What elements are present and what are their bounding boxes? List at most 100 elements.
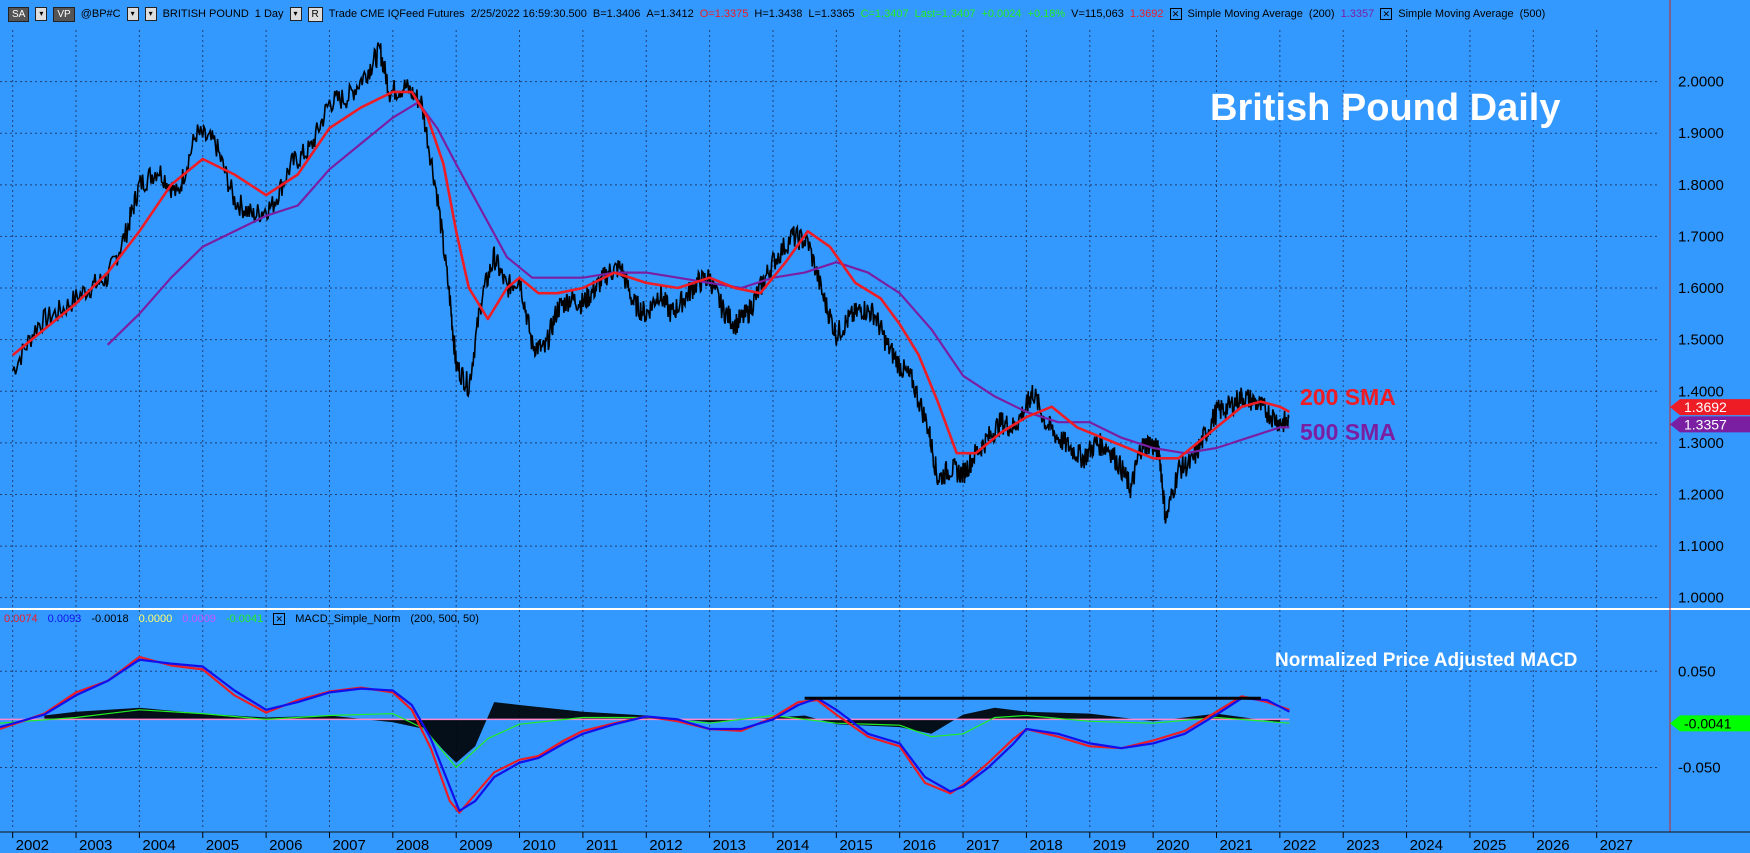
r-button[interactable]: R <box>307 6 323 22</box>
y-tick-label: 1.2000 <box>1678 486 1724 503</box>
x-tick-label: 2021 <box>1219 837 1252 853</box>
symbol-dropdown-icon[interactable]: ▾ <box>126 7 139 21</box>
price-series <box>11 42 1290 524</box>
sa-dropdown-icon[interactable]: ▾ <box>35 7 48 21</box>
x-tick-label: 2019 <box>1093 837 1126 853</box>
open: O=1.3375 <box>699 8 749 20</box>
x-tick-label: 2013 <box>713 837 746 853</box>
x-tick-label: 2024 <box>1410 837 1443 853</box>
ask: A=1.3412 <box>646 8 694 20</box>
low: L=1.3365 <box>808 8 855 20</box>
feed-info: Trade CME IQFeed Futures <box>328 8 465 20</box>
y-tick-label: 1.8000 <box>1678 177 1724 194</box>
chart-toolbar: SA ▾ VP @BP#C ▾ ▾ BRITISH POUND 1 Day ▾ … <box>0 0 1670 28</box>
y-tick-label: 1.4000 <box>1678 383 1724 400</box>
x-tick-label: 2006 <box>269 837 302 853</box>
y-tick-label: 2.0000 <box>1678 74 1724 91</box>
y-axis: 2.0000 1.9000 1.8000 1.7000 1.6000 1.5000 1.40… <box>1678 74 1724 777</box>
y-tick-label: 1.3000 <box>1678 435 1724 452</box>
y-tick-label: 1.1000 <box>1678 538 1724 555</box>
x-tick-label: 2007 <box>332 837 365 853</box>
legend-sma200: 200 SMA <box>1300 384 1396 410</box>
high: H=1.3438 <box>754 8 803 20</box>
x-tick-label: 2008 <box>396 837 429 853</box>
close-sma500-icon[interactable]: ✕ <box>1380 8 1393 20</box>
y-tick-label: 1.6000 <box>1678 280 1724 297</box>
last: Last=1.3407 <box>914 8 976 20</box>
change-pct: +0.18% <box>1027 8 1066 20</box>
marker-sma500-bg <box>1670 416 1750 433</box>
vp-button[interactable]: VP <box>53 6 75 22</box>
gridlines <box>0 0 1750 833</box>
symbol-label[interactable]: @BP#C <box>80 8 121 20</box>
macd-y-tick-label: 0.050 <box>1678 663 1716 680</box>
x-tick-label: 2025 <box>1473 837 1506 853</box>
x-tick-label: 2010 <box>523 837 556 853</box>
sma2-value: 1.3357 <box>1340 8 1375 20</box>
series-layer <box>0 42 1291 814</box>
macd-value-4: 0.0000 <box>138 613 173 625</box>
sa-button[interactable]: SA <box>8 6 30 22</box>
x-tick-label: 2023 <box>1346 837 1379 853</box>
y-tick-label: 1.7000 <box>1678 228 1724 245</box>
x-tick-label: 2022 <box>1283 837 1316 853</box>
macd-params: (200, 500, 50) <box>410 613 479 625</box>
macd-value-3: -0.0018 <box>91 613 129 625</box>
sma200-line <box>11 90 1291 460</box>
x-tick-label: 2020 <box>1156 837 1189 853</box>
x-tick-label: 2004 <box>142 837 175 853</box>
marker-sma200: 1.3692 <box>1684 399 1727 415</box>
instrument-name: BRITISH POUND <box>162 8 249 20</box>
timestamp: 2/25/2022 16:59:30.500 <box>470 8 587 20</box>
close-macd-icon[interactable]: ✕ <box>273 613 286 625</box>
volume: V=115,063 <box>1071 8 1124 20</box>
marker-sma200-bg <box>1670 399 1750 416</box>
x-tick-label: 2005 <box>206 837 239 853</box>
macd-value-1: 0.0074 <box>4 613 38 625</box>
chart-title: British Pound Daily <box>1210 87 1560 129</box>
marker-sma500: 1.3357 <box>1684 416 1727 432</box>
y-tick-label: 1.9000 <box>1678 125 1724 142</box>
sma1-value: 1.3692 <box>1129 8 1164 20</box>
x-tick-label: 2017 <box>966 837 999 853</box>
sma500-line <box>106 101 1290 455</box>
x-tick-label: 2027 <box>1600 837 1633 853</box>
interval-menu-icon[interactable]: ▾ <box>289 7 302 21</box>
macd-y-tick-label: -0.050 <box>1678 759 1721 776</box>
macd-value-2: 0.0093 <box>47 613 82 625</box>
macd-title: Normalized Price Adjusted MACD <box>1275 650 1577 671</box>
x-tick-label: 2018 <box>1029 837 1062 853</box>
interval-label[interactable]: 1 Day <box>254 8 284 20</box>
legend-sma500: 500 SMA <box>1300 419 1396 445</box>
marker-macd-bg <box>1670 715 1750 732</box>
macd-header: 0.0074 0.0093 -0.0018 0.0000 0.0009 -0.0… <box>0 611 479 627</box>
x-tick-label: 2003 <box>79 837 112 853</box>
interval-dropdown-icon[interactable]: ▾ <box>144 7 157 21</box>
macd-value-6: -0.0041 <box>225 613 264 625</box>
x-tick-label: 2014 <box>776 837 809 853</box>
x-axis: 2002 2003 2004 2005 2006 2007 2008 2009 2010 2011… <box>12 832 1633 853</box>
macd-value-5: 0.0009 <box>182 613 216 625</box>
label-layer: British Pound Daily Normalized Price Adju… <box>1210 87 1750 732</box>
sma1-label[interactable]: Simple Moving Average <box>1187 8 1303 20</box>
marker-macd: -0.0041 <box>1684 715 1732 731</box>
x-tick-label: 2016 <box>903 837 936 853</box>
change: +0.0024 <box>981 8 1022 20</box>
macd-fast-line <box>0 658 1290 812</box>
close-sma200-icon[interactable]: ✕ <box>1169 8 1182 20</box>
x-tick-label: 2011 <box>586 837 618 853</box>
x-tick-label: 2009 <box>459 837 492 853</box>
y-tick-label: 1.5000 <box>1678 332 1724 349</box>
sma2-period: (500) <box>1519 8 1546 20</box>
bid: B=1.3406 <box>592 8 641 20</box>
x-tick-label: 2002 <box>16 837 49 853</box>
x-tick-label: 2012 <box>649 837 682 853</box>
macd-indicator-name[interactable]: MACD_Simple_Norm <box>295 613 401 625</box>
close: C=1.3407 <box>860 8 909 20</box>
x-tick-label: 2026 <box>1536 837 1569 853</box>
x-tick-label: 2015 <box>839 837 872 853</box>
macd-histogram <box>44 702 1280 763</box>
sma2-label[interactable]: Simple Moving Average <box>1398 8 1514 20</box>
y-tick-label: 1.0000 <box>1678 590 1724 607</box>
